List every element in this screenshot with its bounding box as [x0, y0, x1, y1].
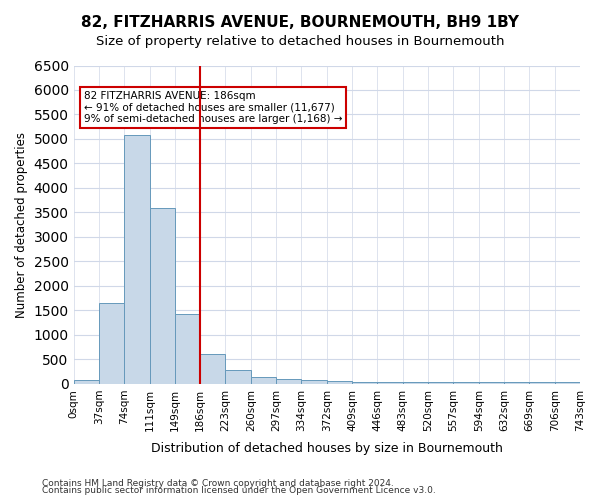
Bar: [403, 382, 428, 384]
Bar: [428, 382, 454, 384]
Bar: [529, 382, 554, 384]
Text: Contains HM Land Registry data © Crown copyright and database right 2024.: Contains HM Land Registry data © Crown c…: [42, 478, 394, 488]
Bar: [226, 370, 251, 384]
Bar: [276, 378, 301, 384]
Text: Contains public sector information licensed under the Open Government Licence v3: Contains public sector information licen…: [42, 486, 436, 495]
Bar: [74, 380, 99, 384]
Bar: [327, 382, 352, 384]
Text: 82 FITZHARRIS AVENUE: 186sqm
← 91% of detached houses are smaller (11,677)
9% of: 82 FITZHARRIS AVENUE: 186sqm ← 91% of de…: [83, 91, 342, 124]
Bar: [200, 354, 226, 384]
Bar: [454, 382, 479, 384]
X-axis label: Distribution of detached houses by size in Bournemouth: Distribution of detached houses by size …: [151, 442, 503, 455]
Bar: [251, 377, 276, 384]
Bar: [99, 303, 124, 384]
Bar: [479, 382, 504, 384]
Bar: [554, 382, 580, 384]
Text: 82, FITZHARRIS AVENUE, BOURNEMOUTH, BH9 1BY: 82, FITZHARRIS AVENUE, BOURNEMOUTH, BH9 …: [81, 15, 519, 30]
Bar: [377, 382, 403, 384]
Bar: [301, 380, 327, 384]
Bar: [352, 382, 377, 384]
Bar: [149, 208, 175, 384]
Text: Size of property relative to detached houses in Bournemouth: Size of property relative to detached ho…: [96, 35, 504, 48]
Bar: [175, 314, 200, 384]
Bar: [504, 382, 529, 384]
Y-axis label: Number of detached properties: Number of detached properties: [15, 132, 28, 318]
Bar: [124, 135, 149, 384]
